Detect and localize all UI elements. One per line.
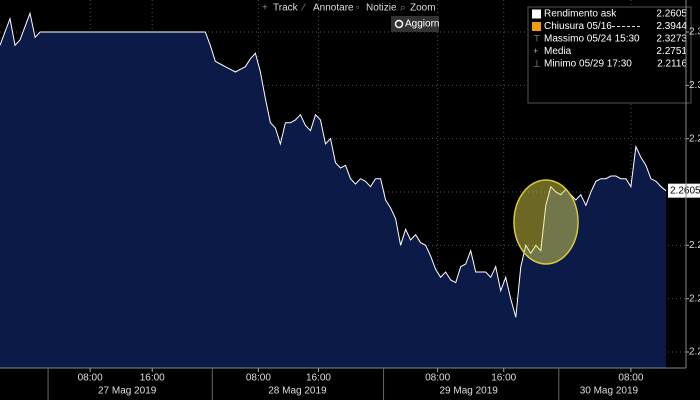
icon: + [262, 3, 268, 14]
legend-label: Rendimento ask [544, 9, 617, 20]
track-button[interactable]: Track [273, 3, 299, 14]
legend-value: 2.2751 [656, 46, 687, 57]
legend-swatch [532, 9, 541, 19]
y-tick-label: 2.24 [689, 240, 700, 251]
legend-label: Massimo 05/24 15:30 [544, 34, 640, 45]
highlight [513, 179, 579, 265]
plot [0, 0, 686, 369]
legend-box [527, 6, 692, 104]
y-tick-label: 2.30 [689, 80, 700, 91]
toolbar: + Track ⁄ Annotare ▫ Notizie ⌕ Zoom Aggi… [262, 3, 439, 32]
last-value-tag [668, 183, 700, 198]
x-tick-label: 08:00 [246, 373, 271, 384]
legend-symbol: ⊥ [533, 58, 541, 68]
icon: ⌕ [400, 3, 406, 14]
legend-label: Minimo 05/29 17:30 [544, 59, 632, 70]
area-fill [0, 13, 666, 369]
legend-swatch [532, 22, 541, 31]
x-tick-label: 16:00 [140, 373, 165, 384]
x-tick-label: 08:00 [425, 373, 450, 384]
legend-value: 2.2605 [656, 9, 687, 20]
legend-value: 2.3273 [656, 34, 687, 45]
legend-label: Chiusura 05/16 [544, 21, 612, 32]
date-label: 28 Mag 2019 [268, 386, 327, 397]
y-tick-label: 2.32 [689, 27, 700, 38]
legend-value: 2.3944 [656, 21, 687, 32]
legend-label: Media [544, 46, 572, 57]
legend-value: 2.2116 [657, 59, 687, 70]
annotate-button[interactable]: Annotare [313, 3, 354, 14]
line [0, 11, 667, 318]
y-tick-label: 2.28 [689, 133, 700, 144]
refresh-button[interactable]: Aggiorn [405, 19, 439, 30]
radio[interactable] [394, 19, 404, 29]
x-tick-label: 16:00 [306, 373, 331, 384]
news-button[interactable]: Notizie [366, 3, 397, 14]
refresh-button-bg[interactable] [391, 16, 439, 32]
x-tick-label: 16:00 [491, 373, 516, 384]
y-tick-label: 2.20 [689, 347, 700, 358]
date-label: 27 Mag 2019 [98, 386, 157, 397]
icon: ▫ [356, 3, 360, 14]
legend-symbol: + [533, 46, 538, 56]
date-label: 29 Mag 2019 [439, 386, 498, 397]
x-tick-label: 08:00 [618, 373, 643, 384]
last-value-label: 2.2605 [670, 185, 700, 196]
date-label: 30 Mag 2019 [580, 386, 639, 397]
zoom-button[interactable]: Zoom [410, 3, 436, 14]
legend-symbol: ⊤ [533, 33, 541, 43]
icon: ⁄ [300, 3, 306, 14]
y-tick-label: 2.22 [689, 293, 700, 304]
x-tick-label: 08:00 [78, 373, 103, 384]
legend: Rendimento ask 2.2605 Chiusura 05/16 2.3944… [527, 6, 692, 104]
